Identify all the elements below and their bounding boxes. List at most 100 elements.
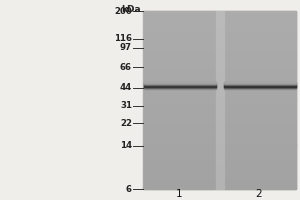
Bar: [224, 136, 296, 137]
Bar: [144, 85, 216, 87]
Bar: [216, 11, 224, 12]
Bar: [142, 131, 296, 133]
Bar: [144, 161, 216, 162]
Bar: [142, 23, 296, 24]
Bar: [142, 161, 296, 162]
Bar: [144, 67, 216, 69]
Bar: [224, 93, 296, 94]
Bar: [144, 39, 216, 41]
Bar: [144, 36, 216, 38]
Bar: [216, 124, 224, 125]
Bar: [144, 35, 216, 36]
Bar: [142, 60, 296, 61]
Bar: [144, 109, 216, 110]
Bar: [142, 97, 296, 99]
Bar: [144, 144, 216, 146]
Bar: [142, 177, 296, 179]
Bar: [216, 153, 224, 155]
Bar: [224, 73, 296, 75]
Bar: [224, 158, 296, 159]
Bar: [142, 42, 296, 44]
Bar: [142, 173, 296, 174]
Bar: [224, 130, 296, 131]
Bar: [224, 116, 296, 118]
Bar: [142, 153, 296, 155]
Bar: [216, 155, 224, 156]
Bar: [216, 115, 224, 116]
Bar: [224, 179, 296, 180]
Bar: [142, 87, 296, 88]
Bar: [224, 38, 296, 39]
Text: 66: 66: [120, 63, 132, 72]
Bar: [216, 149, 224, 150]
Bar: [144, 94, 216, 96]
Bar: [142, 162, 296, 164]
Bar: [144, 15, 216, 17]
Bar: [144, 167, 216, 168]
Bar: [216, 17, 224, 18]
Bar: [142, 61, 296, 63]
Bar: [224, 39, 296, 41]
Bar: [144, 60, 216, 61]
Bar: [142, 81, 296, 82]
Bar: [142, 82, 296, 84]
Bar: [224, 64, 296, 66]
Bar: [216, 63, 224, 64]
Bar: [216, 152, 224, 153]
Bar: [144, 101, 216, 103]
Bar: [216, 58, 224, 60]
Bar: [216, 122, 224, 124]
Bar: [216, 50, 224, 51]
Bar: [142, 26, 296, 27]
Bar: [216, 165, 224, 167]
Bar: [142, 54, 296, 55]
Bar: [144, 125, 216, 127]
Bar: [216, 139, 224, 140]
Bar: [144, 51, 216, 53]
Bar: [144, 55, 216, 57]
Bar: [224, 101, 296, 103]
Bar: [216, 70, 224, 72]
Bar: [224, 88, 296, 89]
Bar: [142, 36, 296, 38]
Bar: [142, 75, 296, 76]
Bar: [216, 81, 224, 82]
Bar: [224, 165, 296, 167]
Bar: [216, 101, 224, 103]
Bar: [224, 180, 296, 182]
Bar: [142, 91, 296, 93]
Bar: [142, 179, 296, 180]
Bar: [144, 72, 216, 73]
Bar: [142, 158, 296, 159]
Bar: [144, 97, 216, 99]
Bar: [224, 147, 296, 149]
Bar: [144, 82, 216, 84]
Bar: [142, 119, 296, 121]
Bar: [142, 32, 296, 33]
Bar: [216, 177, 224, 179]
Bar: [224, 118, 296, 119]
Bar: [142, 96, 296, 97]
Bar: [144, 75, 216, 76]
Bar: [144, 119, 216, 121]
Bar: [144, 11, 216, 12]
Bar: [142, 78, 296, 79]
Bar: [216, 131, 224, 133]
Bar: [216, 60, 224, 61]
Bar: [224, 55, 296, 57]
Bar: [144, 20, 216, 21]
Bar: [216, 39, 224, 41]
Bar: [144, 44, 216, 45]
Bar: [216, 75, 224, 76]
Bar: [142, 88, 296, 90]
Bar: [144, 118, 216, 119]
Bar: [142, 122, 296, 124]
Bar: [224, 41, 296, 42]
Bar: [142, 171, 296, 173]
Bar: [142, 155, 296, 156]
Bar: [216, 112, 224, 113]
Bar: [216, 127, 224, 128]
Bar: [216, 15, 224, 17]
Bar: [144, 107, 216, 109]
Bar: [144, 187, 216, 189]
